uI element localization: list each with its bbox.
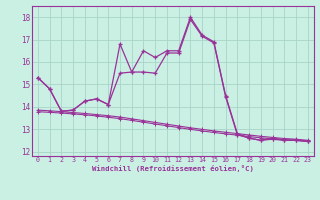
X-axis label: Windchill (Refroidissement éolien,°C): Windchill (Refroidissement éolien,°C) (92, 165, 254, 172)
